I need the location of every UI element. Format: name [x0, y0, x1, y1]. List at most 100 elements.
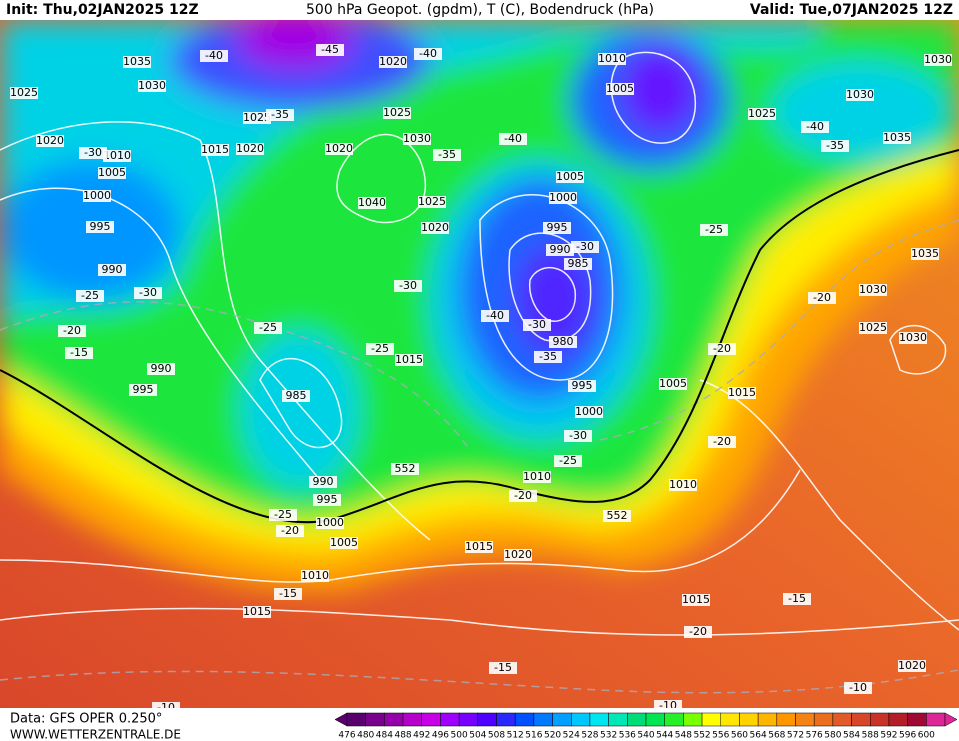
- pressure-label-box: [846, 89, 874, 101]
- pressure-label-box: [564, 258, 592, 270]
- colorbar-swatch: [926, 712, 946, 727]
- pressure-label-box: [316, 517, 344, 529]
- colorbar-swatch: [384, 712, 404, 727]
- temperature-label-box: [700, 224, 728, 236]
- pressure-label: 1015: [728, 386, 756, 399]
- pressure-label: 1025: [859, 321, 887, 334]
- pressure-label: 985: [286, 389, 307, 402]
- pressure-label: 1020: [325, 142, 353, 155]
- pressure-label: 1000: [83, 189, 111, 202]
- temperature-label: -25: [259, 321, 277, 334]
- pressure-label: 1025: [383, 106, 411, 119]
- pressure-label-box: [309, 476, 337, 488]
- temperature-label-box: [134, 287, 162, 299]
- temperature-label-box: [394, 280, 422, 292]
- map-labels: 1035 1025 1030 1020 1010 1015 1020 1025 1005 1000…: [10, 43, 952, 714]
- pressure-label-box: [325, 143, 353, 155]
- pressure-label-box: [924, 54, 952, 66]
- temperature-label-box: [79, 147, 107, 159]
- temperature-label: -35: [826, 139, 844, 152]
- height-label: 552: [395, 462, 416, 475]
- temperature-label: -20: [689, 625, 707, 638]
- temperature-label-box: [509, 490, 537, 502]
- colorbar-swatch: [739, 712, 759, 727]
- colorbar-swatch: [851, 712, 871, 727]
- pressure-label: 995: [90, 220, 111, 233]
- temperature-label: -35: [438, 148, 456, 161]
- colorbar-swatch: [365, 712, 385, 727]
- temperature-label-box: [783, 593, 811, 605]
- pressure-label: 1030: [924, 53, 952, 66]
- pressure-label-box: [98, 264, 126, 276]
- temperature-label: -10: [157, 701, 175, 714]
- pressure-label: 1030: [899, 331, 927, 344]
- colorbar-swatch: [458, 712, 479, 727]
- pressure-label: 1020: [898, 659, 926, 672]
- pressure-label-box: [899, 332, 927, 344]
- pressure-label-box: [129, 384, 157, 396]
- pressure-label: 1010: [103, 149, 131, 162]
- temperature-label-box: [708, 343, 736, 355]
- map-field: 1035 1025 1030 1020 1010 1015 1020 1025 1005 1000…: [0, 20, 959, 714]
- colorbar-label: 524: [563, 731, 580, 741]
- temperature-label-box: [534, 351, 562, 363]
- pressure-label-box: [728, 387, 756, 399]
- temperature-label: -25: [274, 508, 292, 521]
- colorbar-label: 556: [712, 731, 729, 741]
- temperature-label-box: [554, 455, 582, 467]
- temperature-label: -25: [705, 223, 723, 236]
- pressure-label-box: [98, 167, 126, 179]
- pressure-label-box: [606, 83, 634, 95]
- colorbar-swatch: [608, 712, 628, 727]
- pressure-label: 1020: [236, 142, 264, 155]
- pressure-label: 1005: [659, 377, 687, 390]
- pressure-label-box: [383, 107, 411, 119]
- colorbar-label: 600: [918, 731, 935, 741]
- temperature-label: -25: [81, 289, 99, 302]
- colorbar-swatch: [701, 712, 721, 727]
- colorbar-label: 544: [656, 731, 673, 741]
- temperature-label-box: [523, 319, 551, 331]
- pressure-label-box: [86, 221, 114, 233]
- temperature-label-box: [274, 588, 302, 600]
- temperature-label-box: [76, 290, 104, 302]
- pressure-label-box: [543, 222, 571, 234]
- pressure-label-box: [358, 197, 386, 209]
- pressure-label: 990: [550, 243, 571, 256]
- pressure-label-box: [556, 171, 584, 183]
- temperature-label: -20: [813, 291, 831, 304]
- colorbar-label: 500: [451, 731, 468, 741]
- colorbar-label: 580: [824, 731, 841, 741]
- colorbar-swatch: [477, 712, 497, 727]
- pressure-label-box: [465, 541, 493, 553]
- colorbar-swatch: [776, 712, 796, 727]
- temperature-label: -35: [539, 350, 557, 363]
- temperature-label-box: [499, 133, 527, 145]
- colorbar-swatch: [346, 712, 366, 727]
- pressure-label-box: [883, 132, 911, 144]
- pressure-label-box: [859, 322, 887, 334]
- temperature-label: -10: [659, 699, 677, 712]
- colorbar-label: 552: [693, 731, 710, 741]
- pressure-label-box: [147, 363, 175, 375]
- pressure-label: 1030: [846, 88, 874, 101]
- temperature-label-box: [254, 322, 282, 334]
- colorbar-label: 516: [525, 731, 542, 741]
- pressure-label: 995: [572, 379, 593, 392]
- pressure-label-box: [83, 190, 111, 202]
- temperature-label: -30: [576, 240, 594, 253]
- pressure-label-box: [748, 108, 776, 120]
- colorbar-label: 592: [880, 731, 897, 741]
- pressure-label: 990: [102, 263, 123, 276]
- temperature-label-box: [564, 430, 592, 442]
- colorbar-swatch: [533, 712, 553, 727]
- colorbar-label: 512: [507, 731, 524, 741]
- temperature-label: -20: [281, 524, 299, 537]
- temperature-label-box: [58, 325, 86, 337]
- pressure-label-box: [330, 537, 358, 549]
- colorbar: 476 480 484 488 492 496 500 504 508 512 516 520 524 5…: [334, 712, 958, 741]
- temperature-label-box: [654, 700, 682, 708]
- colorbar-label: 536: [619, 731, 636, 741]
